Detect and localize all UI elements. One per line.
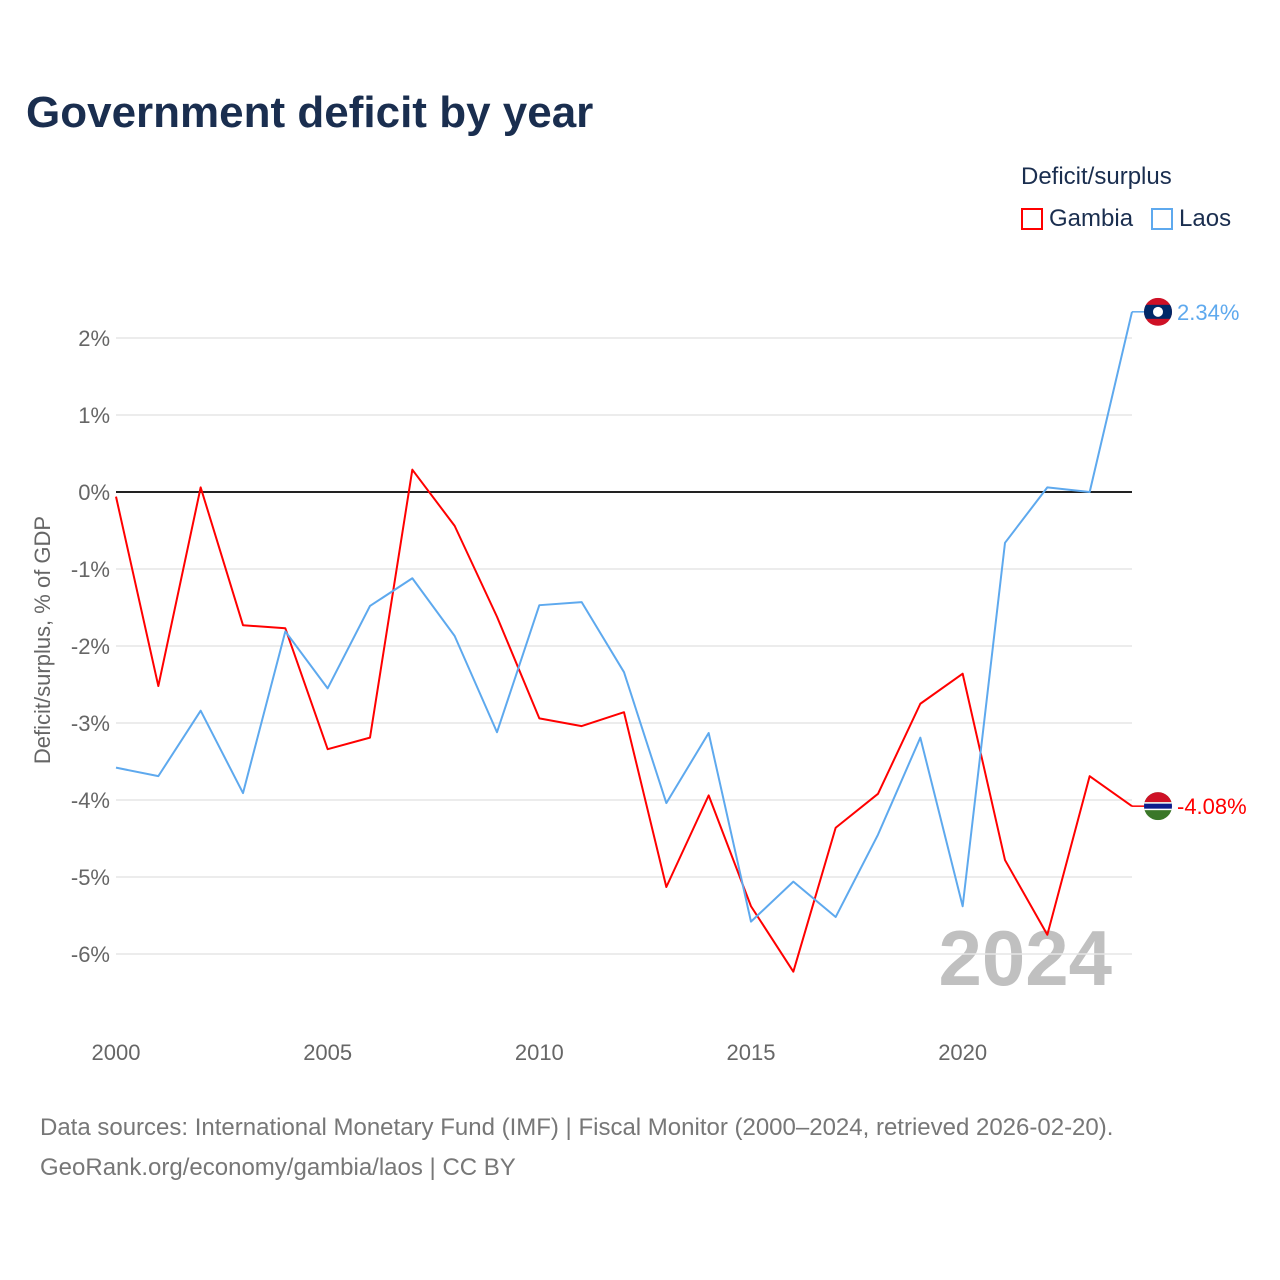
source-line-2[interactable]: GeoRank.org/economy/gambia/laos | CC BY: [40, 1154, 516, 1181]
source-line-1: Data sources: International Monetary Fun…: [40, 1114, 1114, 1141]
legend: Gambia Laos: [1021, 205, 1231, 233]
x-tick-label: 2020: [938, 1040, 987, 1065]
legend-title: Deficit/surplus: [1021, 163, 1172, 190]
x-tick-label: 2010: [515, 1040, 564, 1065]
gambia-flag-icon: [1144, 792, 1172, 821]
source-note: Data sources: International Monetary Fun…: [40, 1108, 1113, 1188]
series-line-gambia: [115, 468, 1133, 973]
x-tick-label: 2005: [303, 1040, 352, 1065]
end-value-label-gambia: -4.08%: [1177, 794, 1247, 819]
y-tick-label: 1%: [78, 403, 110, 428]
y-tick-label: -1%: [71, 557, 110, 582]
legend-swatch-gambia: [1021, 208, 1043, 230]
laos-flag-icon: [1144, 297, 1172, 326]
end-value-label-laos: 2.34%: [1177, 300, 1239, 325]
x-tick-label: 2000: [92, 1040, 141, 1065]
legend-item-laos[interactable]: Laos: [1151, 205, 1231, 233]
chart-title: Government deficit by year: [26, 88, 594, 137]
x-tick-label: 2015: [727, 1040, 776, 1065]
y-tick-label: -6%: [71, 942, 110, 967]
legend-item-gambia[interactable]: Gambia: [1021, 205, 1133, 233]
year-watermark: 2024: [938, 914, 1112, 1002]
legend-swatch-laos: [1151, 208, 1174, 230]
y-tick-label: -5%: [71, 865, 110, 890]
y-tick-label: 0%: [78, 480, 110, 505]
y-tick-label: -4%: [71, 788, 110, 813]
legend-label-laos: Laos: [1179, 205, 1232, 232]
y-tick-label: 2%: [78, 326, 110, 351]
y-tick-label: -2%: [71, 634, 110, 659]
y-tick-label: -3%: [71, 711, 110, 736]
y-axis-label: Deficit/surplus, % of GDP: [30, 516, 55, 764]
legend-label-gambia: Gambia: [1049, 205, 1134, 232]
series-line-laos: [115, 311, 1133, 923]
